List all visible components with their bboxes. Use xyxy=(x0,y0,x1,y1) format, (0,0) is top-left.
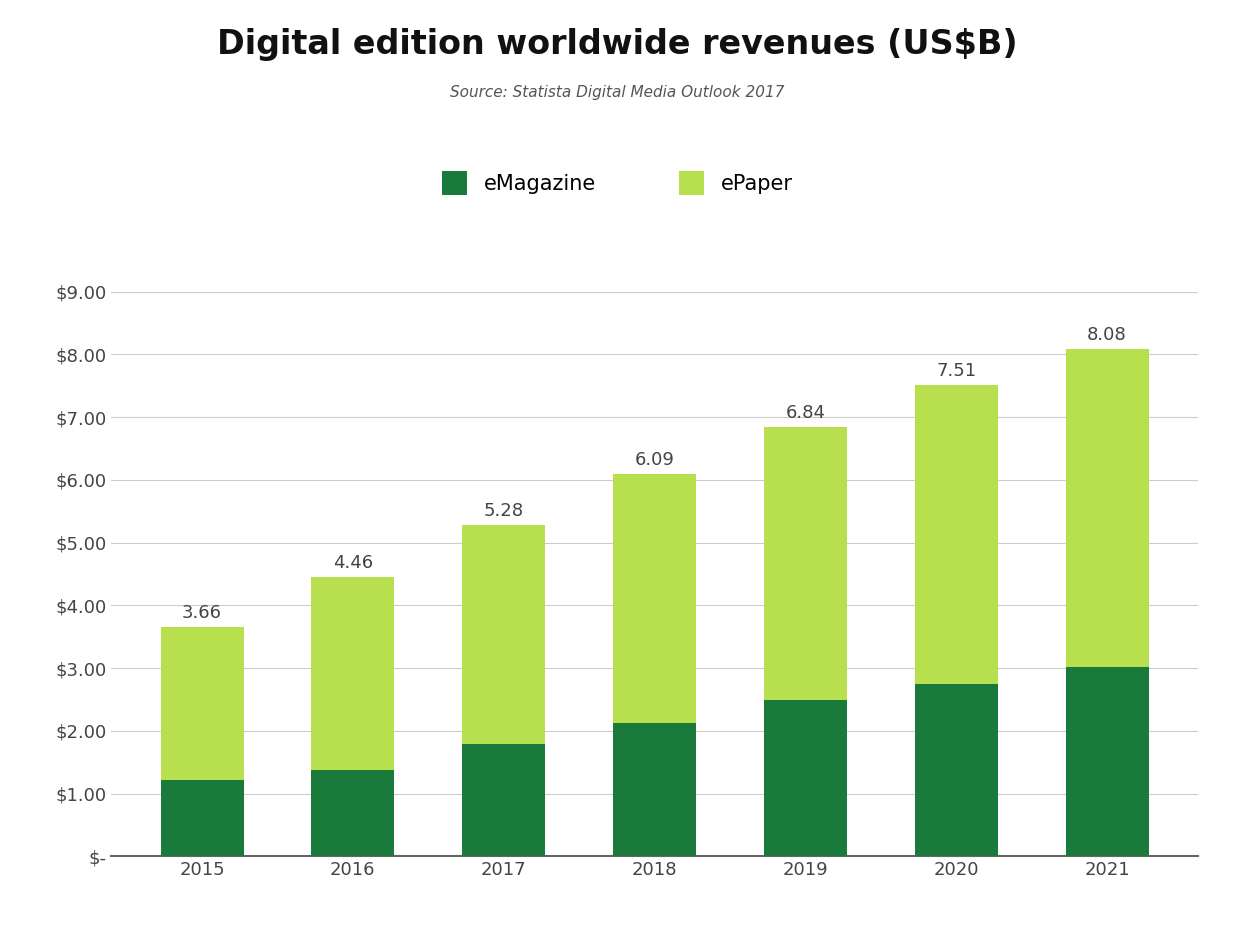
Bar xyxy=(161,627,243,780)
Bar xyxy=(915,684,998,856)
Text: 4.46: 4.46 xyxy=(332,553,373,571)
Bar xyxy=(311,770,394,856)
Text: 5.28: 5.28 xyxy=(484,502,524,520)
Bar xyxy=(1066,667,1149,856)
Bar xyxy=(613,723,697,856)
Text: 3.66: 3.66 xyxy=(182,604,222,622)
Text: 6.09: 6.09 xyxy=(635,452,674,470)
Text: Source: Statista Digital Media Outlook 2017: Source: Statista Digital Media Outlook 2… xyxy=(451,85,784,100)
Text: Digital edition worldwide revenues (US$B): Digital edition worldwide revenues (US$B… xyxy=(217,28,1018,61)
Bar xyxy=(311,577,394,770)
Bar xyxy=(764,700,847,856)
Bar xyxy=(462,525,545,744)
Text: 8.08: 8.08 xyxy=(1087,327,1128,344)
Text: 6.84: 6.84 xyxy=(785,405,825,423)
Text: 7.51: 7.51 xyxy=(936,362,977,380)
Bar xyxy=(915,385,998,684)
Bar xyxy=(462,744,545,856)
Bar xyxy=(764,427,847,700)
Bar xyxy=(1066,349,1149,667)
Bar xyxy=(161,780,243,856)
Legend: eMagazine, ePaper: eMagazine, ePaper xyxy=(431,161,804,206)
Bar xyxy=(613,474,697,723)
